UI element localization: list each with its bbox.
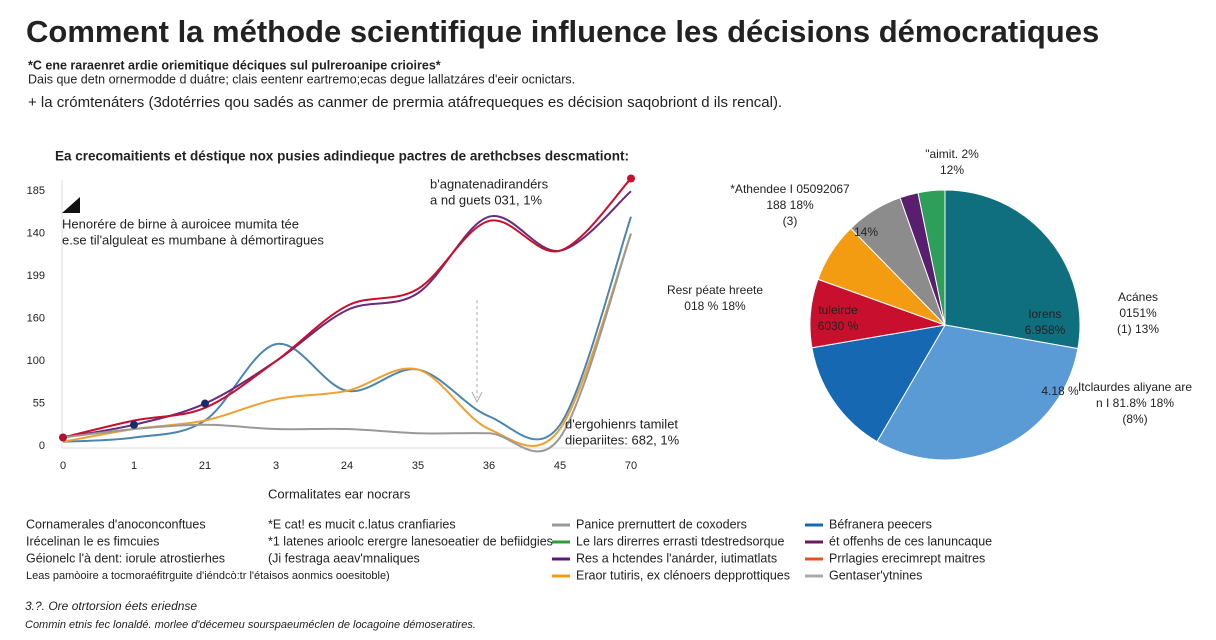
annotation: e.se til'alguleat es mumbane à démortira…: [62, 232, 324, 247]
annotation: 188 18%: [766, 198, 814, 212]
annotation: 0151%: [1119, 306, 1157, 320]
annotation: Henorére de birne à auroicee mumita tée: [62, 216, 299, 231]
legend-text: Cornamerales d'anoconconftues: [26, 517, 206, 531]
legend-text: Le lars direrres errasti tdestredsorque: [576, 534, 784, 548]
y-tick-label: 0: [39, 440, 45, 452]
x-tick-label: 70: [625, 460, 637, 472]
intro: + la crómtenáters (3dotérries qou sadés …: [28, 94, 782, 111]
y-tick-label: 199: [27, 270, 45, 282]
note: Dais que detn ornermodde d duátre; clais…: [28, 72, 575, 86]
annotation: 6.958%: [1025, 323, 1066, 337]
annotation: 12%: [940, 163, 964, 177]
x-tick-label: 36: [483, 460, 495, 472]
legend-text: Res a hctendes l'anárder, iutimatlats: [576, 551, 777, 565]
point: [201, 399, 209, 408]
page-title: Comment la méthode scientifique influenc…: [26, 14, 1099, 49]
legend-text: Gentaser'ytnines: [829, 568, 922, 582]
annotation: b'agnatenadirandérs: [430, 176, 549, 191]
annotation: d'ergohienrs tamilet: [565, 416, 678, 431]
subtitle: *C ene raraenret ardie oriemitique déciq…: [28, 58, 441, 72]
annotation: Resr péate hreete: [667, 283, 763, 297]
x-tick-label: 24: [341, 460, 353, 472]
x-tick-label: 1: [131, 460, 137, 472]
annotation: (1) 13%: [1117, 322, 1159, 336]
legend-text: Géionelc l'à dent: iorule atrostierhes: [26, 551, 225, 565]
legend-text: Panice prernuttert de coxoders: [576, 517, 747, 531]
chart-title: Ea crecomaitients et déstique nox pusies…: [55, 149, 629, 164]
footer-heading: 3.?. Ore otrtorsion éets eriednse: [25, 599, 197, 613]
x-tick-label: 45: [554, 460, 566, 472]
legend-text: Eraor tutiris, ex clénoers depprottiques: [576, 568, 790, 582]
line: [62, 190, 632, 439]
annotation: Itclaurdes aliyane are: [1078, 380, 1192, 394]
legend-text: Prrlagies erecimrept maitres: [829, 551, 985, 565]
annotation: Acánes: [1118, 290, 1158, 304]
point: [59, 433, 67, 442]
legend-text: Béfranera peecers: [829, 517, 932, 531]
point: [627, 174, 635, 183]
x-tick-label: 21: [199, 460, 211, 472]
line: [62, 216, 632, 443]
pie-slice: [944, 189, 1081, 350]
annotation: 4.18 %: [1041, 384, 1079, 398]
y-tick-label: 160: [27, 312, 45, 324]
annotation: 6030 %: [818, 319, 859, 333]
x-tick-label: 0: [60, 460, 66, 472]
pie-slice: [811, 324, 946, 443]
legend-text: (Ji festraga aeav'mnaliques: [268, 551, 420, 565]
legend-text: *1 latenes arioolc erergre lanesoeatier …: [268, 534, 553, 548]
y-tick-label: 185: [27, 185, 45, 197]
annotation: (8%): [1122, 412, 1147, 426]
annotation: lorens: [1029, 307, 1062, 321]
y-tick-label: 100: [27, 355, 45, 367]
annotation: tuleirde: [818, 303, 858, 317]
icon: [62, 197, 80, 213]
annotation: n I 81.8% 18%: [1096, 396, 1174, 410]
legend-text: *E cat! es mucit c.latus cranfiaries: [268, 517, 456, 531]
arrow-head: [471, 391, 483, 404]
annotation: "aimit. 2%: [925, 147, 979, 161]
legend-text: Leas pamòoire a tocmoraéfitrguite d'iénd…: [26, 570, 390, 582]
x-tick-label: 3: [273, 460, 279, 472]
annotation: 14%: [854, 225, 878, 239]
y-tick-label: 55: [33, 397, 45, 409]
line: [62, 177, 632, 439]
annotation: *Athendee I 05092067: [730, 182, 850, 196]
annotation: (3): [783, 214, 798, 228]
annotation: a nd guets 031, 1%: [430, 192, 542, 207]
x-tick-label: 35: [412, 460, 424, 472]
line: [62, 233, 632, 453]
annotation: diepariites: 682, 1%: [565, 432, 680, 447]
legend-text: Irécelinan le es fimcuies: [26, 534, 159, 548]
annotation: 018 % 18%: [684, 299, 746, 313]
x-axis-title: Cormalitates ear nocrars: [268, 486, 411, 501]
pie-slice: [876, 324, 1079, 461]
y-tick-label: 140: [27, 227, 45, 239]
point: [130, 420, 138, 429]
legend-text: ét offenhs de ces lanuncaque: [829, 534, 992, 548]
footer-text: Commin etnis fec lonaldé. morlee d'décem…: [25, 619, 476, 631]
pie-slice: [917, 189, 946, 326]
line: [62, 233, 632, 447]
